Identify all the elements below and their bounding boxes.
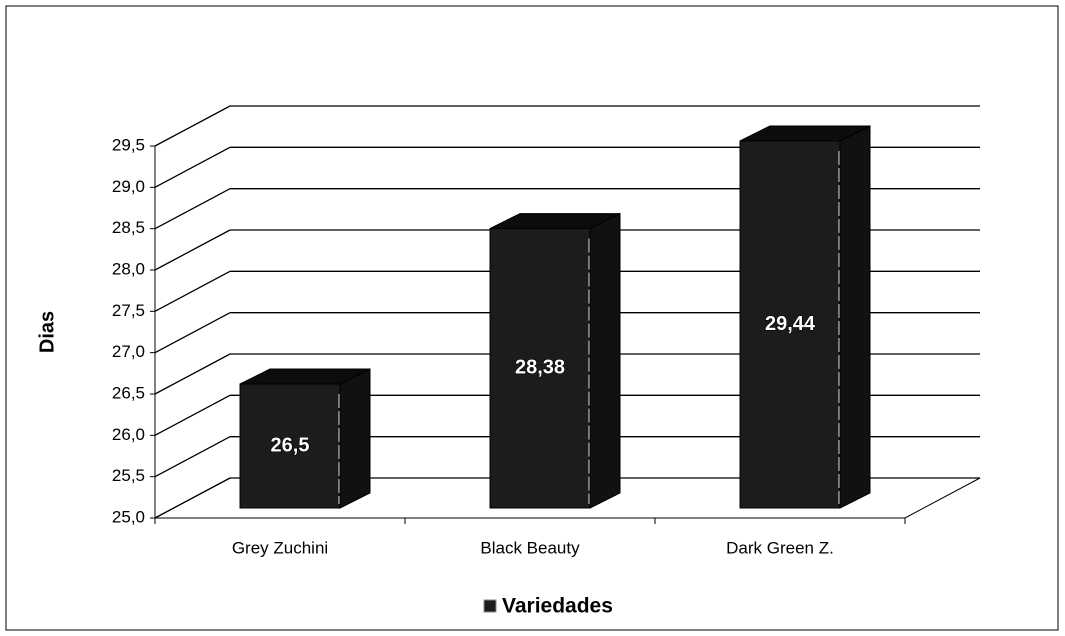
y-tick-label: 29,5 — [112, 135, 145, 154]
grid-line — [154, 270, 231, 312]
value-label: 26,5 — [271, 434, 310, 456]
bar — [239, 383, 341, 509]
grid-line — [154, 312, 231, 354]
value-label: 28,38 — [515, 357, 565, 379]
grid-line — [154, 436, 231, 478]
grid-line — [154, 394, 231, 436]
y-tick-label: 25,5 — [112, 466, 145, 485]
y-tick-label: 27,0 — [112, 342, 145, 361]
bar — [739, 140, 841, 509]
value-label: 29,44 — [765, 313, 816, 335]
y-axis-label: Dias — [36, 311, 58, 353]
legend-label: Variedades — [502, 595, 613, 618]
x-tick-label: Grey Zuchini — [232, 538, 328, 557]
y-tick-label: 26,0 — [112, 425, 145, 444]
grid-line — [154, 146, 231, 188]
grid-line — [154, 105, 231, 147]
grid-line — [154, 477, 231, 519]
y-tick-label: 28,5 — [112, 218, 145, 237]
grid-line — [154, 353, 231, 395]
y-tick-label: 26,5 — [112, 383, 145, 402]
y-tick-label: 25,0 — [112, 507, 145, 526]
y-tick-label: 29,0 — [112, 177, 145, 196]
x-tick-label: Dark Green Z. — [726, 538, 834, 557]
y-tick-label: 27,5 — [112, 301, 145, 320]
grid-line — [154, 229, 231, 271]
bar-side — [339, 368, 371, 509]
y-tick-label: 28,0 — [112, 259, 145, 278]
x-tick-label: Black Beauty — [480, 538, 580, 557]
bar — [489, 228, 591, 509]
legend-marker — [483, 599, 497, 613]
bar-side — [839, 125, 871, 509]
bar-side — [589, 212, 621, 509]
grid-line — [154, 188, 231, 230]
